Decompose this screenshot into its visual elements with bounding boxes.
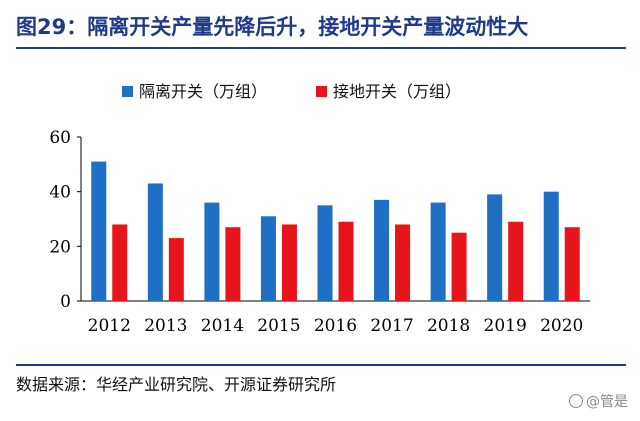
bar-chart: 隔离开关（万组） 接地开关（万组） 0 20 40 60 2012 2013 2014 2015…	[49, 82, 590, 336]
bars	[91, 161, 580, 301]
bar-isolation	[430, 202, 446, 301]
bar-isolation	[543, 191, 559, 301]
x-tick-label: 2012	[88, 316, 131, 336]
bar-isolation	[374, 199, 390, 301]
bar-grounding	[225, 227, 241, 301]
legend: 隔离开关（万组） 接地开关（万组）	[122, 82, 461, 101]
y-tick-label: 40	[49, 183, 71, 203]
legend-item: 隔离开关（万组）	[122, 82, 267, 101]
y-tick-label: 20	[49, 237, 71, 257]
bar-grounding	[112, 224, 128, 301]
bar-grounding	[564, 227, 580, 301]
x-tick-label: 2013	[144, 316, 187, 336]
y-tick-label: 60	[49, 128, 71, 148]
bar-isolation	[487, 194, 503, 301]
x-tick-label: 2016	[314, 316, 357, 336]
title-divider	[16, 47, 626, 49]
bar-grounding	[451, 232, 467, 301]
bar-grounding	[281, 224, 297, 301]
bar-isolation	[91, 161, 107, 301]
bar-grounding	[508, 221, 524, 301]
y-tick-label: 0	[60, 292, 71, 312]
watermark-text: @管是	[586, 394, 628, 410]
bar-isolation	[260, 216, 276, 301]
chart-title: 图29：隔离开关产量先降后升，接地开关产量波动性大	[16, 15, 529, 39]
bar-isolation	[147, 183, 163, 301]
watermark-icon	[569, 394, 583, 408]
x-tick-label: 2015	[257, 316, 300, 336]
x-tick-label: 2018	[427, 316, 470, 336]
bar-isolation	[317, 205, 333, 301]
legend-swatch	[316, 86, 327, 97]
legend-label: 接地开关（万组）	[333, 82, 461, 101]
axes: 0 20 40 60 2012 2013 2014 2015 2016 2017 2018 2019 2…	[49, 128, 590, 336]
x-tick-label: 2020	[540, 316, 583, 336]
bar-grounding	[338, 221, 354, 301]
watermark: @管是	[569, 390, 628, 414]
legend-label: 隔离开关（万组）	[139, 82, 267, 101]
source-note: 数据来源：华经产业研究院、开源证券研究所	[16, 375, 337, 394]
bar-grounding	[395, 224, 411, 301]
legend-swatch	[122, 86, 133, 97]
x-tick-label: 2017	[370, 316, 413, 336]
bar-grounding	[168, 238, 184, 301]
bar-isolation	[204, 202, 220, 301]
legend-item: 接地开关（万组）	[316, 82, 461, 101]
source-divider	[16, 364, 626, 366]
x-tick-label: 2019	[484, 316, 527, 336]
x-tick-label: 2014	[201, 316, 244, 336]
